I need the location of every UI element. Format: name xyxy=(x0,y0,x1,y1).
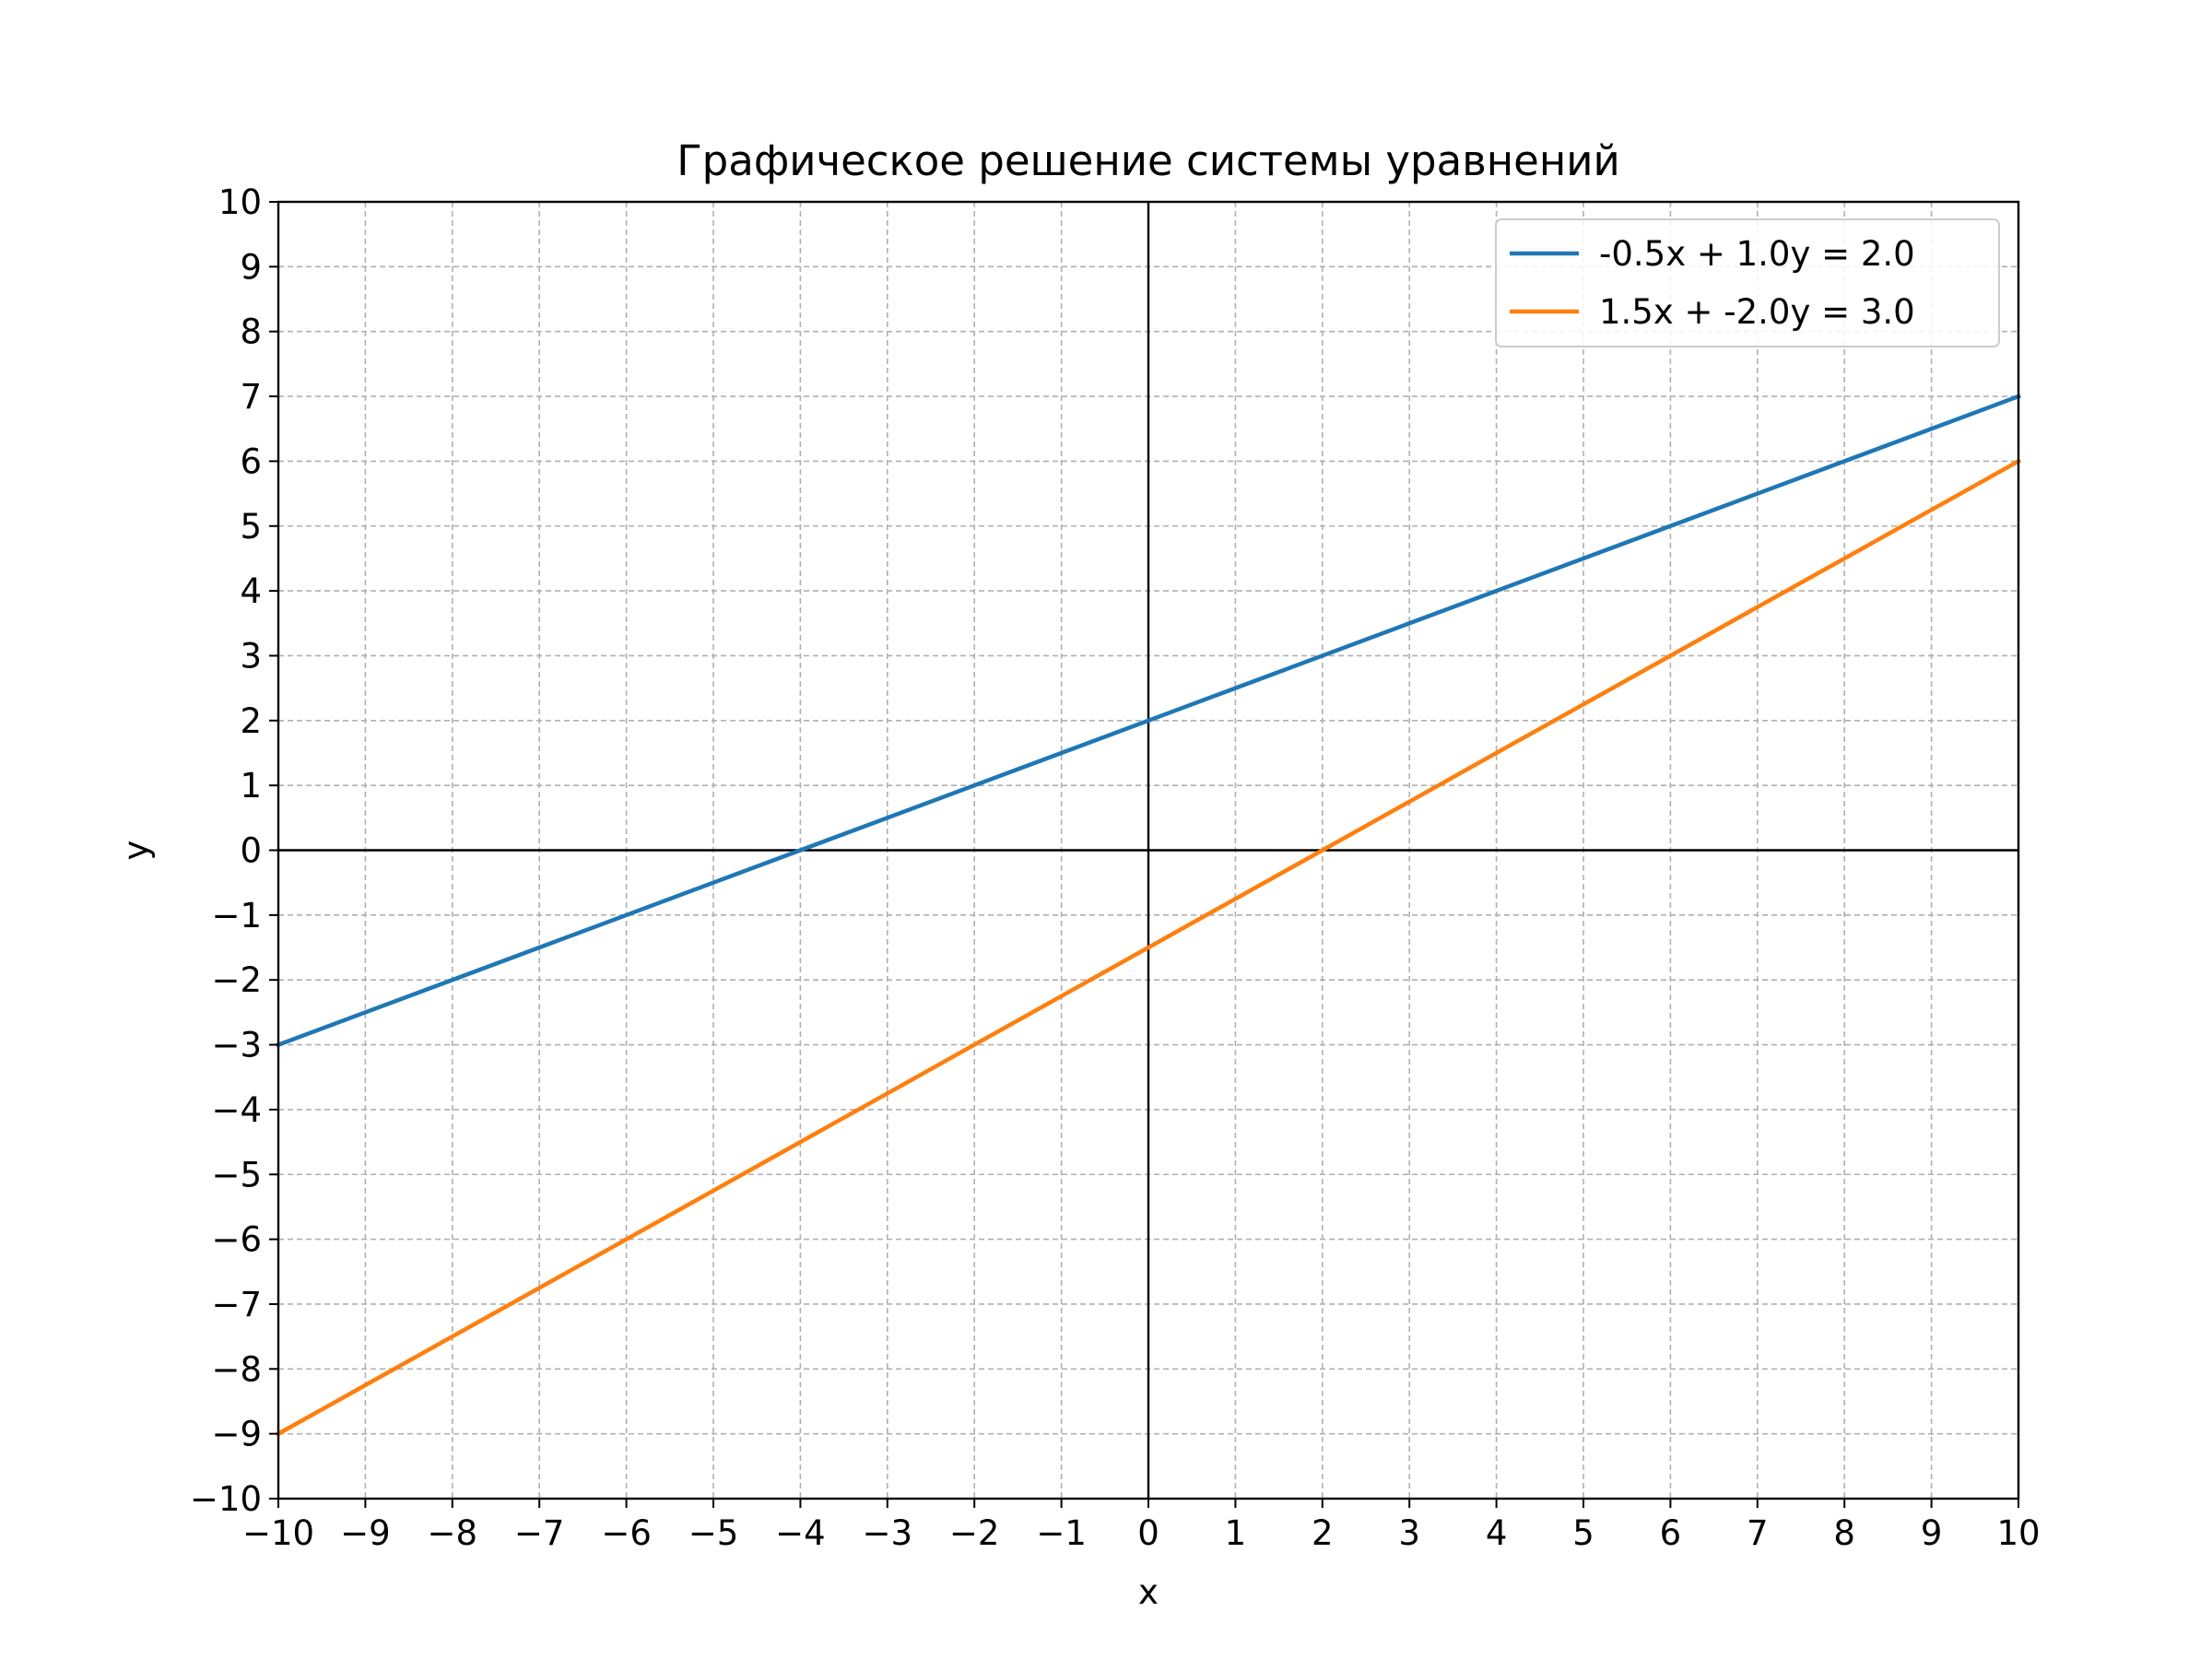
x-tick-label: 8 xyxy=(1833,1513,1855,1553)
y-tick-label: −8 xyxy=(211,1349,262,1389)
x-tick-label: 3 xyxy=(1398,1513,1420,1553)
x-tick-label: 0 xyxy=(1137,1513,1159,1553)
x-tick-label: 4 xyxy=(1486,1513,1508,1553)
y-tick-label: −6 xyxy=(211,1220,262,1260)
y-tick-label: 5 xyxy=(240,507,262,547)
x-tick-label: −7 xyxy=(514,1513,565,1553)
y-tick-label: 2 xyxy=(240,701,262,741)
y-tick-label: −10 xyxy=(190,1479,262,1519)
y-tick-label: 6 xyxy=(240,441,262,481)
y-tick-label: −7 xyxy=(211,1285,262,1324)
y-tick-label: 10 xyxy=(218,182,262,222)
x-axis-ticks: −10 −9 −8 −7 −6 −5 −4 −3 −2 −1 0 1 2 3 4 5 6 7 8 9 10 xyxy=(242,1499,2041,1553)
x-tick-label: −4 xyxy=(775,1513,826,1553)
y-tick-label: −2 xyxy=(211,960,262,1000)
legend: -0.5x + 1.0y = 2.0 1.5x + -2.0y = 3.0 xyxy=(1495,218,2000,347)
x-tick-label: −1 xyxy=(1036,1513,1087,1553)
x-tick-label: 6 xyxy=(1660,1513,1682,1553)
x-tick-label: 9 xyxy=(1921,1513,1943,1553)
y-tick-label: 8 xyxy=(240,312,262,352)
x-axis-label: x xyxy=(1138,1572,1159,1612)
x-tick-label: −3 xyxy=(863,1513,913,1553)
x-tick-label: −6 xyxy=(601,1513,652,1553)
y-tick-label: −5 xyxy=(211,1155,262,1194)
x-tick-label: −2 xyxy=(949,1513,1000,1553)
y-tick-label: 3 xyxy=(240,636,262,676)
x-tick-label: 2 xyxy=(1312,1513,1334,1553)
x-tick-label: 7 xyxy=(1747,1513,1769,1553)
y-tick-label: −9 xyxy=(211,1415,262,1454)
y-tick-label: −3 xyxy=(211,1026,262,1065)
x-tick-label: 1 xyxy=(1225,1513,1247,1553)
legend-box xyxy=(1495,218,2000,347)
legend-label-1: -0.5x + 1.0y = 2.0 xyxy=(1599,234,1915,274)
y-tick-label: 4 xyxy=(240,571,262,611)
y-tick-label: 9 xyxy=(240,247,262,287)
y-tick-label: 0 xyxy=(240,831,262,871)
x-tick-label: −9 xyxy=(340,1513,391,1553)
legend-label-2: 1.5x + -2.0y = 3.0 xyxy=(1599,292,1915,332)
x-tick-label: −8 xyxy=(428,1513,478,1553)
series-lines xyxy=(275,394,2022,1437)
chart-title: Графическое решение системы уравнений xyxy=(677,136,1620,185)
y-tick-label: −4 xyxy=(211,1090,262,1130)
y-tick-label: 1 xyxy=(240,766,262,806)
y-tick-label: −1 xyxy=(211,896,262,935)
y-axis-label: y xyxy=(116,841,156,861)
series-line-2 xyxy=(275,458,2022,1437)
series-line-1 xyxy=(276,394,2021,1048)
zero-axes xyxy=(278,202,2018,1499)
x-tick-label: −5 xyxy=(688,1513,739,1553)
x-tick-label: 10 xyxy=(1996,1513,2040,1553)
y-tick-label: 7 xyxy=(240,377,262,417)
x-tick-label: 5 xyxy=(1572,1513,1594,1553)
x-tick-label: −10 xyxy=(242,1513,314,1553)
